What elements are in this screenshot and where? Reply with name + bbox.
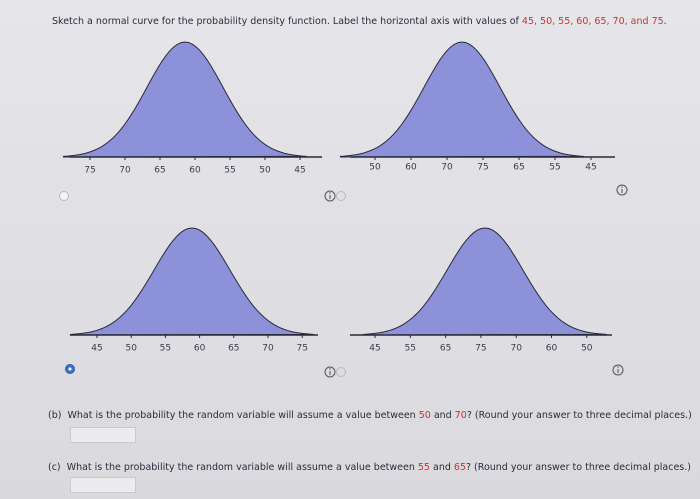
normal-curve [62, 41, 307, 158]
part-value: 55 [417, 462, 430, 473]
info-icon[interactable] [324, 366, 336, 378]
info-icon[interactable] [324, 190, 336, 202]
answer-input[interactable] [70, 477, 136, 493]
part-label: (c) [48, 462, 61, 473]
axis-label: 65 [154, 166, 165, 176]
part-value: 50 [418, 410, 431, 421]
instruction-values: 45, 50, 55, 60, 65, 70, and 75 [521, 16, 664, 27]
axis-label: 75 [84, 166, 95, 176]
part-text: What is the probability the random varia… [66, 462, 418, 473]
axis-label: 65 [440, 344, 451, 354]
part-b: (b) What is the probability the random v… [48, 410, 692, 421]
part-text: What is the probability the random varia… [67, 410, 419, 421]
normal-curve [362, 227, 607, 336]
axis-label: 50 [369, 163, 381, 173]
part-value: 65 [453, 462, 466, 473]
axis-label: 45 [294, 166, 305, 176]
part-text: and [429, 462, 454, 473]
part-value: 70 [454, 410, 467, 421]
axis-label: 65 [228, 344, 239, 354]
radio-unselected[interactable] [336, 191, 346, 201]
axis-label: 75 [477, 163, 488, 173]
axis-label: 55 [224, 166, 235, 176]
part-text: ? (Round your answer to three decimal pl… [466, 462, 691, 473]
answer-input[interactable] [70, 427, 136, 443]
axis-label: 50 [581, 344, 593, 354]
axis-label: 45 [91, 344, 102, 354]
radio-unselected[interactable] [336, 367, 346, 377]
axis-label: 50 [259, 166, 271, 176]
radio-unselected[interactable] [59, 191, 69, 201]
part-text: ? (Round your answer to three decimal pl… [466, 410, 692, 421]
axis-label: 55 [549, 163, 560, 173]
axis-label: 55 [405, 344, 416, 354]
axis-label: 75 [296, 344, 307, 354]
instruction: Sketch a normal curve for the probabilit… [52, 16, 667, 27]
axis-label: 70 [262, 344, 274, 354]
info-icon[interactable] [616, 184, 628, 196]
info-icon[interactable] [612, 364, 624, 376]
part-label: (b) [48, 410, 62, 421]
axis-label: 70 [510, 344, 522, 354]
instruction-end: . [663, 16, 667, 27]
axis-label: 55 [160, 344, 171, 354]
axis-label: 50 [125, 344, 137, 354]
axis-label: 60 [546, 344, 558, 354]
normal-curve [69, 227, 314, 336]
axis-label: 70 [119, 166, 131, 176]
axis-label: 60 [194, 344, 206, 354]
part-c: (c) What is the probability the random v… [48, 462, 691, 473]
axis-label: 65 [513, 163, 524, 173]
axis-label: 45 [369, 344, 380, 354]
axis-label: 45 [585, 163, 596, 173]
normal-curve [339, 41, 584, 158]
part-text: and [430, 410, 455, 421]
axis-label: 70 [441, 163, 453, 173]
axis-label: 75 [475, 344, 486, 354]
radio-dot [68, 367, 72, 371]
instruction-text: Sketch a normal curve for the probabilit… [52, 16, 522, 27]
axis-label: 60 [189, 166, 201, 176]
axis-label: 60 [405, 163, 417, 173]
